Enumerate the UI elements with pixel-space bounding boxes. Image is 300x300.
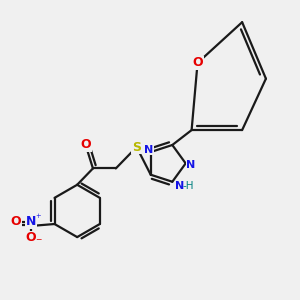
- Text: S: S: [132, 140, 141, 154]
- Text: $^+$: $^+$: [34, 213, 42, 223]
- Text: N: N: [186, 160, 196, 170]
- Text: O: O: [81, 138, 92, 152]
- Text: -H: -H: [183, 181, 194, 191]
- Text: N: N: [144, 145, 153, 154]
- Text: N: N: [175, 181, 184, 191]
- Text: O: O: [11, 215, 21, 228]
- Text: O: O: [26, 232, 36, 244]
- Text: N: N: [26, 215, 36, 228]
- Text: O: O: [192, 56, 203, 69]
- Text: $^-$: $^-$: [34, 237, 44, 247]
